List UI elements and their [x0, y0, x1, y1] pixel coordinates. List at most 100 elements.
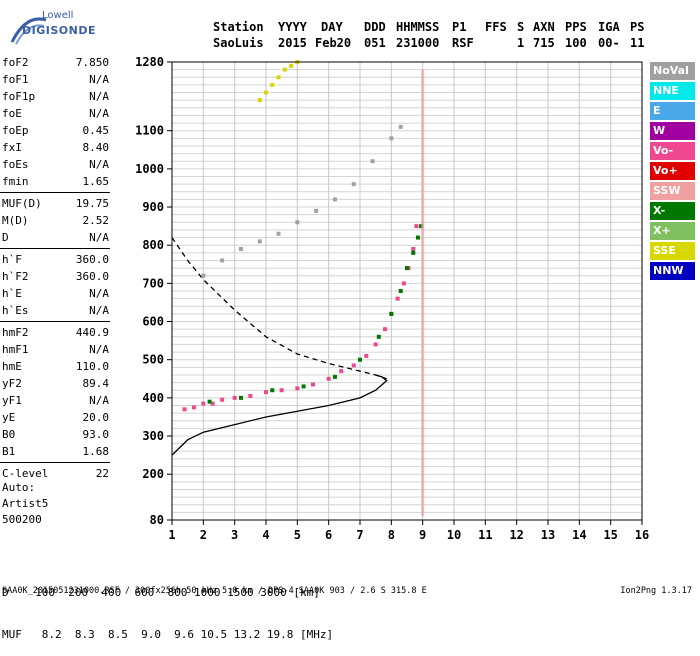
param-row: hmF1 N/A [0, 341, 170, 358]
param-label: C-level [2, 467, 49, 480]
profile-curve-solid [171, 374, 388, 456]
hdr-iga: IGA [598, 20, 620, 34]
param-label: yE [2, 411, 16, 424]
param-value: 20.0 [82, 411, 110, 424]
legend-item: Vo+ [650, 162, 695, 180]
echo-point [376, 334, 381, 339]
echo-point [289, 63, 294, 68]
param-label: yF1 [2, 394, 22, 407]
param-row: D N/A [0, 229, 170, 246]
param-value: 110.0 [75, 360, 109, 373]
param-row: foF1p N/A [0, 88, 170, 105]
echo-point [401, 281, 406, 286]
echo-point [351, 363, 356, 368]
val-ps: 11 [630, 36, 645, 50]
echo-point [282, 67, 287, 72]
param-row: foEs N/A [0, 156, 170, 173]
y-tick-label: 300 [142, 429, 164, 443]
legend-item: NoVal [650, 62, 695, 80]
echo-point [370, 159, 375, 164]
legend-item: SSE [650, 242, 695, 260]
interference-band [421, 69, 425, 517]
echo-point [182, 407, 187, 412]
param-value: N/A [89, 343, 109, 356]
echo-point [270, 82, 275, 87]
param-label: hmF2 [2, 326, 29, 339]
chart-axes: 1 2 3 4 5 6 7 8 9 10 11 12 13 14 15 1680200300400500600… [135, 55, 649, 542]
hdr-ps: PS [630, 20, 645, 34]
echo-point [411, 250, 416, 255]
echo-point [248, 393, 253, 398]
param-label: h`F2 [2, 270, 29, 283]
y-tick-label: 1100 [135, 124, 164, 138]
param-row: B1 1.68 [0, 443, 170, 460]
x-tick-label: 4 [262, 528, 269, 542]
x-tick-label: 10 [447, 528, 461, 542]
y-tick-label: 700 [142, 276, 164, 290]
echo-point [295, 386, 300, 391]
legend-item: X- [650, 202, 695, 220]
x-tick-label: 12 [509, 528, 523, 542]
param-label: foF1 [2, 73, 29, 86]
x-tick-label: 1 [168, 528, 175, 542]
x-tick-label: 5 [294, 528, 301, 542]
param-value: 0.45 [82, 124, 110, 137]
profile-curve-dashed [171, 237, 387, 380]
param-value: N/A [89, 231, 109, 244]
hdr-axn: AXN [533, 20, 555, 34]
legend-item: W [650, 122, 695, 140]
echo-point [389, 136, 394, 141]
param-label: D [2, 231, 9, 244]
echo-point [339, 369, 344, 374]
param-row: yF1 N/A [0, 392, 170, 409]
echo-point [314, 208, 319, 213]
logo-text-lowell: Lowell [42, 10, 74, 21]
echo-point [301, 384, 306, 389]
param-row: yF2 89.4 [0, 375, 170, 392]
hdr-yyyy: YYYY [278, 20, 307, 34]
param-row: yE 20.0 [0, 409, 170, 426]
param-label: foF1p [2, 90, 36, 103]
param-row: C-level 22 [0, 465, 170, 482]
param-value: 93.0 [82, 428, 110, 441]
param-label: h`F [2, 253, 22, 266]
param-value: N/A [89, 304, 109, 317]
echo-point [389, 311, 394, 316]
param-label: h`Es [2, 304, 29, 317]
profile-curves [171, 237, 388, 456]
x-tick-label: 9 [419, 528, 426, 542]
y-tick-label: 900 [142, 200, 164, 214]
val-pps: 100 [565, 36, 587, 50]
y-tick-label: 200 [142, 467, 164, 481]
x-tick-label: 6 [325, 528, 332, 542]
footer-file-info: SAA0K_2015051231000.RSF / 300fx256h 50 k… [2, 586, 427, 596]
param-row: hmE 110.0 [0, 358, 170, 375]
chart-grid [171, 62, 643, 520]
echo-point [419, 224, 424, 229]
hdr-pps: PPS [565, 20, 587, 34]
param-label: MUF(D) [2, 197, 42, 210]
echo-point [238, 395, 243, 400]
param-value: 360.0 [75, 253, 109, 266]
param-row: foF1 N/A [0, 71, 170, 88]
x-tick-label: 16 [635, 528, 649, 542]
val-axn: 715 [533, 36, 555, 50]
echo-point [415, 235, 420, 240]
echo-point [373, 342, 378, 347]
x-tick-label: 3 [231, 528, 238, 542]
echo-point [395, 296, 400, 301]
param-row: foEp 0.45 [0, 122, 170, 139]
x-tick-label: 2 [200, 528, 207, 542]
param-row: h`F 360.0 [0, 251, 170, 268]
echo-point [220, 397, 225, 402]
param-value: 7.850 [75, 56, 109, 69]
hdr-ddd: DDD [364, 20, 386, 34]
val-p1: RSF [452, 36, 474, 50]
param-value: 19.75 [75, 197, 109, 210]
param-value: N/A [89, 394, 109, 407]
val-yyyy: 2015 [278, 36, 307, 50]
echo-point [414, 224, 419, 229]
echo-point [332, 374, 337, 379]
param-row: h`Es N/A [0, 302, 170, 319]
param-row: MUF(D) 19.75 [0, 195, 170, 212]
